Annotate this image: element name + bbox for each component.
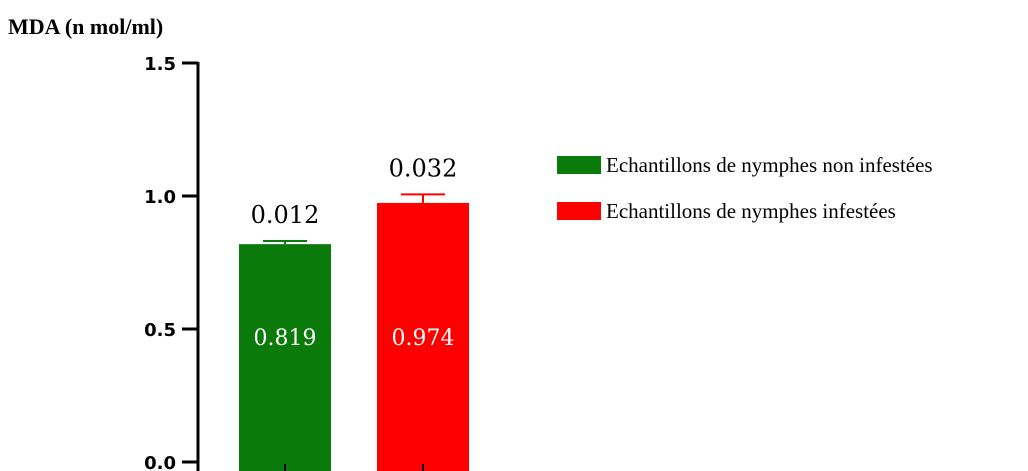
bar: [239, 244, 331, 471]
y-axis: 0.0 0.5 1.0 1.5: [144, 54, 200, 471]
y-tick-label: 0.0: [144, 453, 176, 471]
y-axis-label: MDA (n mol/ml): [8, 14, 163, 39]
y-tick-label: 1.5: [144, 54, 176, 75]
bars-group: 0.012 0.819 0.032 0.974: [239, 154, 469, 471]
legend: Echantillons de nymphes non infestées Ech…: [557, 153, 933, 223]
bar-value-label: 0.974: [392, 326, 455, 351]
legend-swatch: [557, 202, 601, 220]
bar: [377, 202, 469, 471]
legend-label: Echantillons de nymphes infestées: [606, 199, 896, 223]
bar-value-label: 0.819: [254, 326, 317, 351]
y-tick-label: 0.5: [144, 320, 176, 341]
error-value-label: 0.012: [251, 201, 320, 229]
legend-swatch: [557, 156, 601, 174]
error-value-label: 0.032: [389, 154, 458, 182]
legend-label: Echantillons de nymphes non infestées: [606, 153, 933, 177]
y-tick-label: 1.0: [144, 187, 176, 208]
